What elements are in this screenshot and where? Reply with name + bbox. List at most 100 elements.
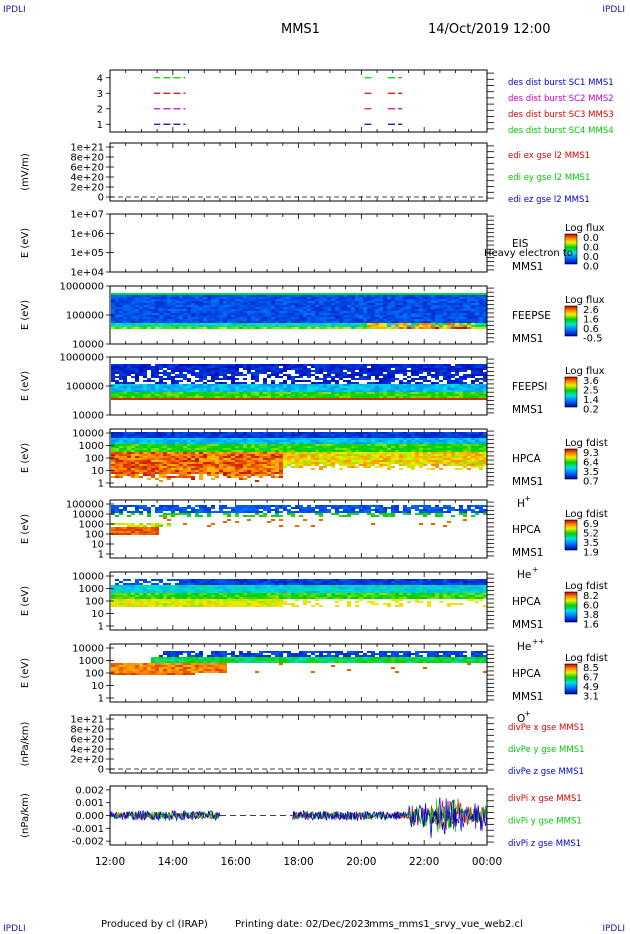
heatmap-cell [395,378,399,380]
heatmap-cell [287,442,291,444]
heatmap-cell [387,396,391,398]
heatmap-cell [351,396,355,398]
heatmap-cell [163,374,167,376]
heatmap-cell [279,446,283,448]
heatmap-cell [427,327,431,329]
heatmap-cell [255,295,259,297]
heatmap-cell [483,323,487,325]
heatmap-cell [351,442,355,444]
heatmap-cell [251,384,255,386]
heatmap-cell [351,440,355,442]
heatmap-cell [475,317,479,319]
heatmap-cell [275,295,279,297]
heatmap-cell [159,468,163,470]
heatmap-cell [159,388,163,390]
heatmap-cell [235,462,239,464]
heatmap-cell [315,452,319,454]
heatmap-cell [411,392,415,394]
heatmap-cell [199,396,203,398]
heatmap-cell [151,458,155,460]
heatmap-cell [343,366,347,368]
heatmap-cell [319,384,323,386]
heatmap-cell [371,295,375,297]
heatmap-cell [127,464,131,466]
heatmap-cell [467,317,471,319]
heatmap-cell [179,317,183,319]
heatmap-cell [255,392,259,394]
heatmap-cell [435,325,439,327]
heatmap-cell [215,303,219,305]
heatmap-cell [471,321,475,323]
heatmap-cell [167,454,171,456]
heatmap-cell [435,301,439,303]
heatmap-cell [271,323,275,325]
heatmap-cell [123,466,127,468]
heatmap-cell [383,299,387,301]
heatmap-cell [351,368,355,370]
heatmap-cell [375,462,379,464]
heatmap-cell [187,442,191,444]
heatmap-cell [175,434,179,436]
heatmap-cell [239,392,243,394]
heatmap-cell [203,374,207,376]
y-axis-label: (mV/m) [20,153,31,191]
heatmap-cell [351,327,355,329]
heatmap-cell [467,299,471,301]
heatmap-cell [163,370,167,372]
heatmap-cell [155,458,159,460]
heatmap-cell [291,325,295,327]
heatmap-cell [307,319,311,321]
heatmap-cell [267,386,271,388]
heatmap-cell [299,392,303,394]
heatmap-cell [255,434,259,436]
heatmap-cell [483,327,487,329]
heatmap-cell [291,450,295,452]
heatmap-cell [175,462,179,464]
heatmap-cell [343,368,347,370]
heatmap-cell [251,315,255,317]
heatmap-cell [115,470,119,472]
heatmap-cell [191,450,195,452]
heatmap-cell [139,325,143,327]
heatmap-cell [143,394,147,396]
colorbar-title: Log flux [565,366,605,377]
heatmap-cell [251,472,255,474]
heatmap-cell [223,372,227,374]
heatmap-cell [463,327,467,329]
heatmap-cell [343,313,347,315]
heatmap-cell [427,299,431,301]
heatmap-cell [379,317,383,319]
heatmap-cell [367,376,371,378]
heatmap-cell [323,446,327,448]
heatmap-cell [379,295,383,297]
heatmap-cell [255,470,259,472]
heatmap-cell [111,368,115,370]
heatmap-cell [167,452,171,454]
heatmap-cell [295,454,299,456]
heatmap-cell [247,307,251,309]
heatmap-cell [355,293,359,295]
heatmap-cell [475,315,479,317]
heatmap-cell [279,474,283,476]
heatmap-cell [115,444,119,446]
heatmap-cell [179,444,183,446]
heatmap-cell [467,309,471,311]
heatmap-cell [215,474,219,476]
heatmap-cell [207,303,211,305]
heatmap-cell [359,398,363,400]
heatmap-cell [167,313,171,315]
heatmap-cell [335,462,339,464]
heatmap-cell [459,376,463,378]
heatmap-cell [127,456,131,458]
heatmap-cell [367,317,371,319]
heatmap-cell [283,321,287,323]
heatmap-cell [467,374,471,376]
heatmap-cell [183,396,187,398]
heatmap-cell [355,442,359,444]
heatmap-cell [207,364,211,366]
heatmap-cell [375,382,379,384]
heatmap-cell [123,319,127,321]
heatmap-cell [479,372,483,374]
heatmap-cell [331,299,335,301]
